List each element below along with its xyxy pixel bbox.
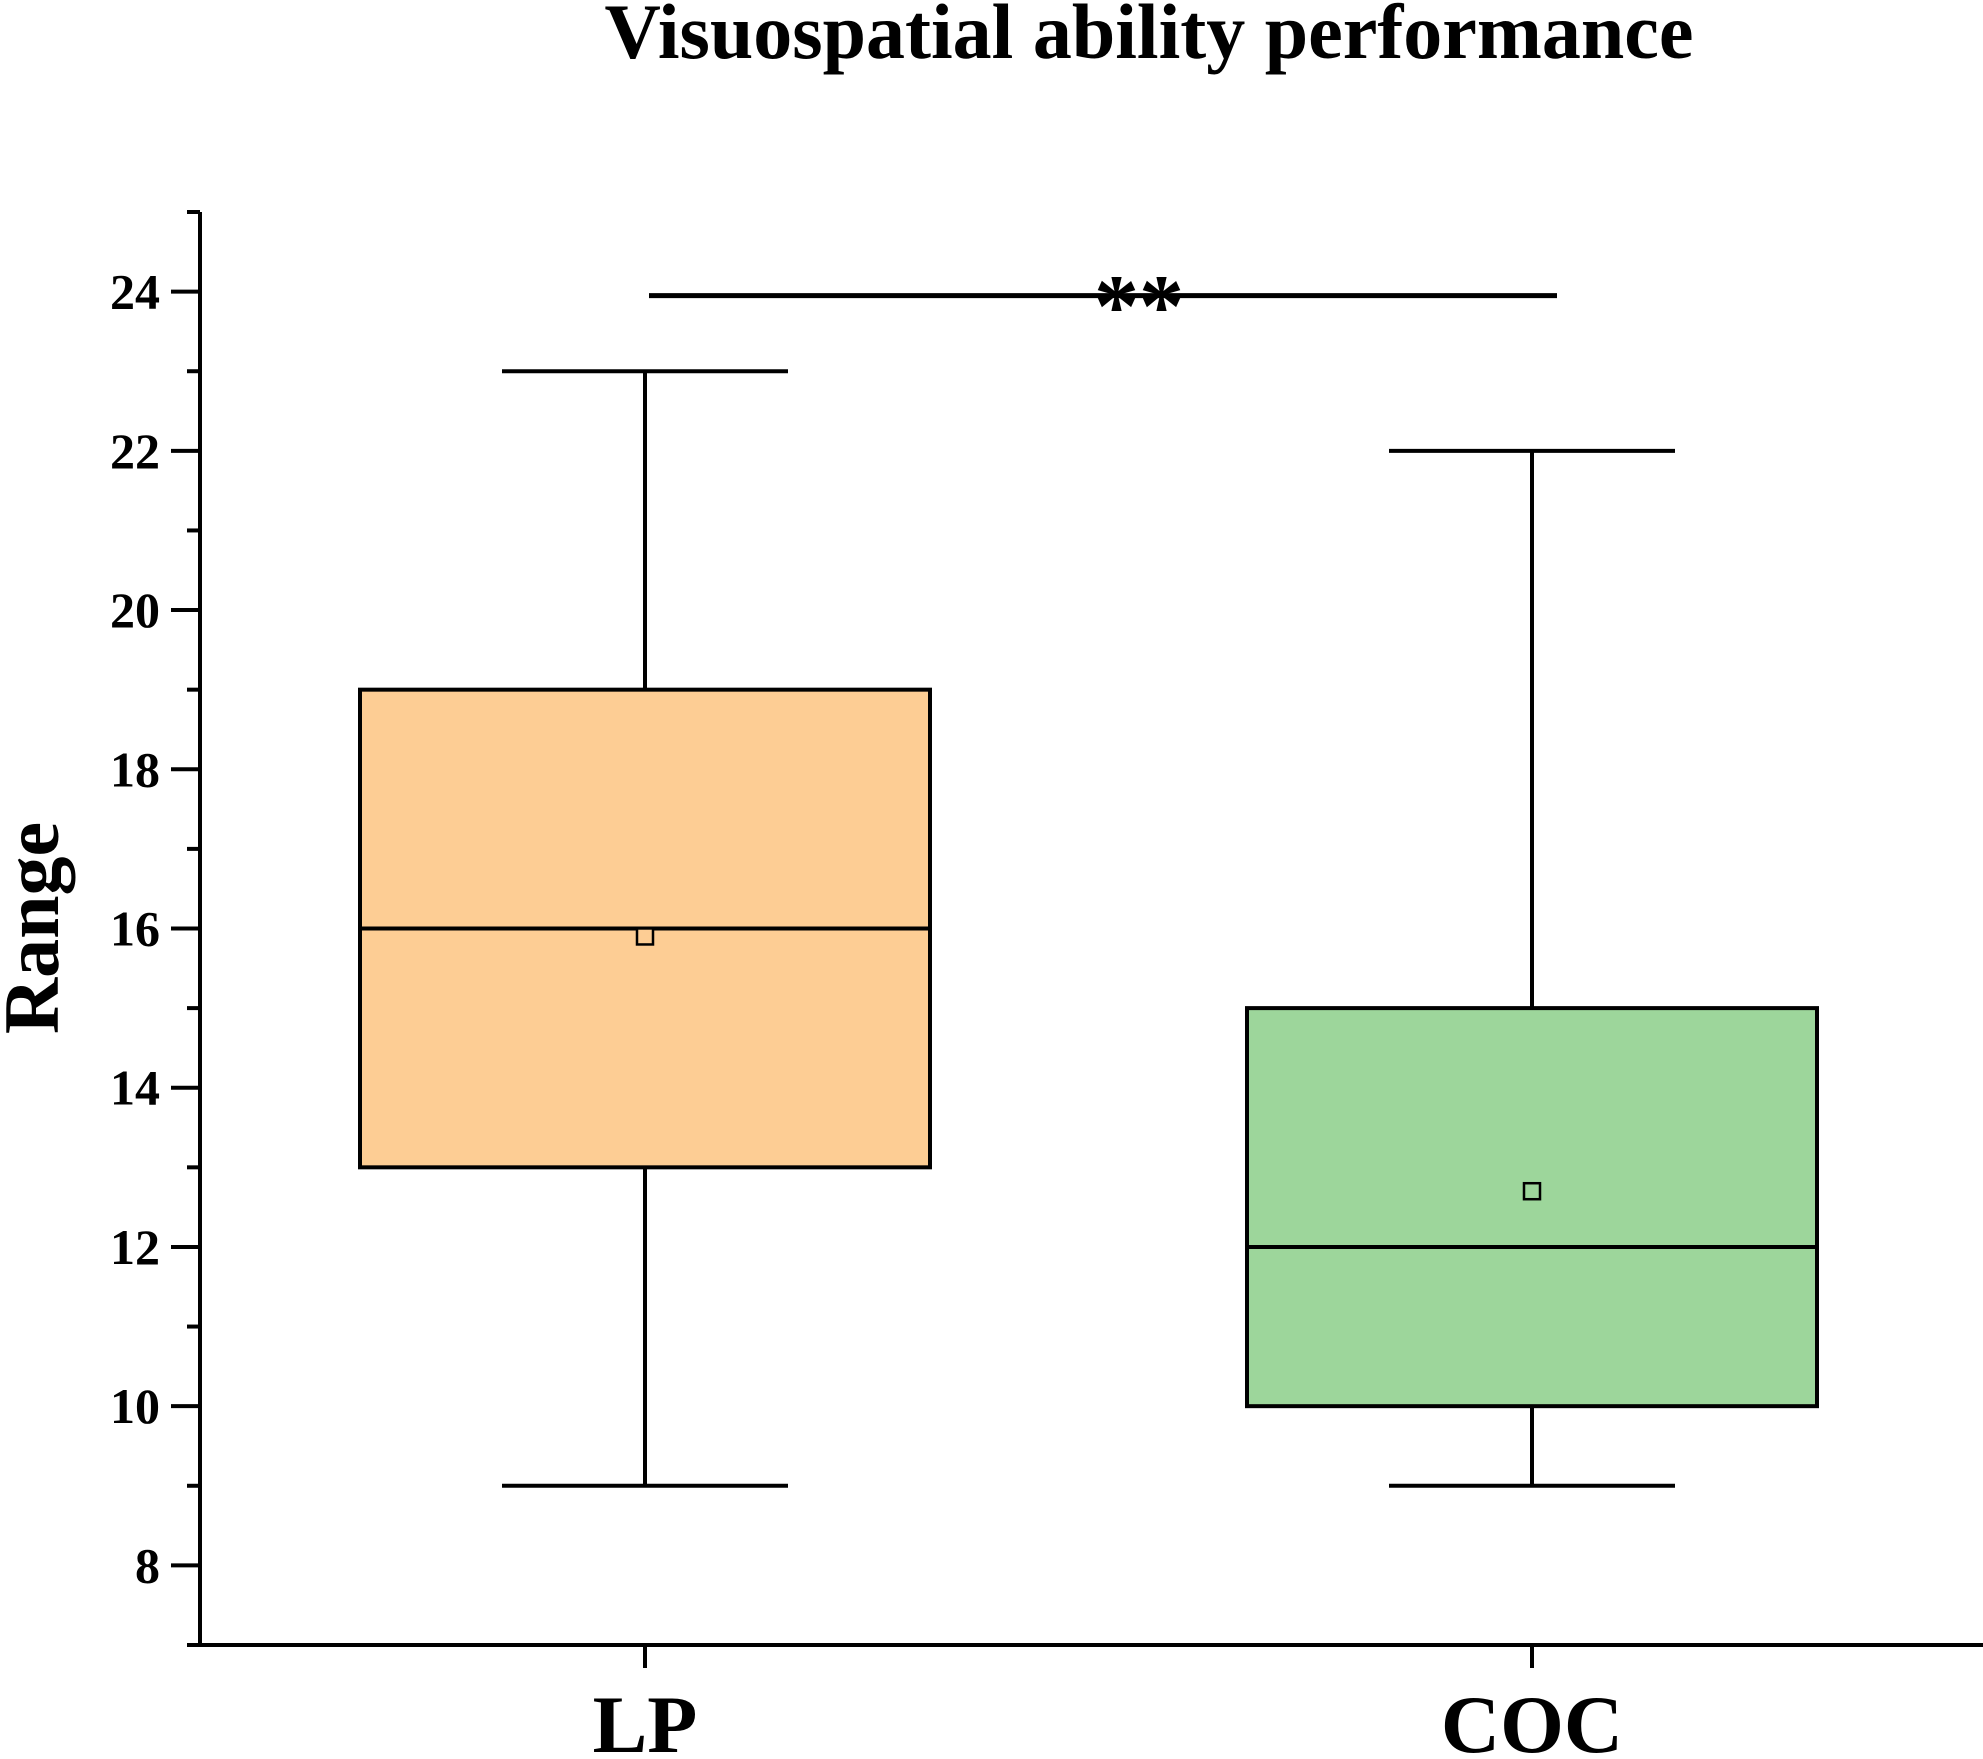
y-tick-label: 18 [110,741,160,797]
y-axis-label: Range [0,822,75,1034]
mean-marker [635,927,655,946]
plot-area: 8 10 12 14 16 18 20 22 24 LP COC ** [110,210,1983,1759]
y-tick-label: 24 [110,264,160,320]
y-tick-label: 8 [135,1537,160,1593]
y-tick-label: 14 [110,1060,160,1116]
y-tick-label: 16 [110,901,160,957]
y-tick-label: 22 [110,423,160,479]
significance-label: ** [1094,258,1184,357]
y-tick-label: 10 [110,1378,160,1434]
mean-marker [1522,1181,1542,1201]
y-tick-label: 20 [110,582,160,638]
x-tick-label: COC [1441,1679,1623,1759]
x-tick-label: LP [593,1679,698,1759]
y-tick-label: 12 [110,1219,160,1275]
chart-title: Visuospatial ability performance [604,0,1693,75]
box-coc [1245,1006,1819,1409]
